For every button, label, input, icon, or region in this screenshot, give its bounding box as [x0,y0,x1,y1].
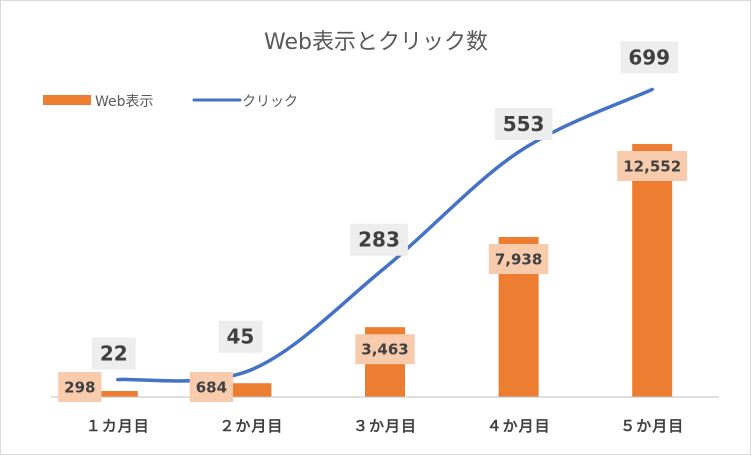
data-label-web: 7,938 [488,244,549,275]
data-label-box [218,320,263,353]
chart-title: Web表示とクリック数 [264,30,488,55]
data-label-box [488,244,549,275]
data-label-web-text: 3,463 [361,341,408,359]
x-tick-label: ４か月目 [487,417,551,435]
data-label-click-text: 45 [226,325,254,349]
data-label-box [617,151,688,181]
data-label-click-text: 283 [358,228,400,252]
data-label-box [494,108,553,140]
legend: Web表示 クリック [43,94,298,110]
x-tick-label: ２か月目 [219,417,283,435]
x-tick-label: １カ月目 [86,417,150,435]
data-label-web: 298 [58,372,102,402]
data-label-box [189,372,234,402]
data-label-box [350,223,408,256]
data-label-click: 45 [218,320,263,353]
data-label-box [58,372,102,402]
legend-label-click: クリック [242,94,298,110]
data-label-web: 12,552 [617,151,688,181]
data-label-click: 283 [350,223,408,256]
plot-area: １カ月目 ２か月目 ３か月目 ４か月目 ５か月目 298 684 3,463 7,938 12,5… [51,41,719,435]
x-tick-label: ３か月目 [353,417,417,435]
x-tick-label: ５か月目 [620,417,684,435]
data-label-web: 684 [189,372,234,402]
data-label-click-text: 22 [100,342,128,366]
legend-label-web: Web表示 [95,94,154,110]
data-label-web: 3,463 [355,334,415,365]
data-label-click: 22 [91,337,136,370]
data-label-web-text: 298 [64,379,95,397]
legend-swatch-web [43,95,91,105]
data-label-web-text: 12,552 [623,158,681,176]
bar-web [97,390,138,397]
data-label-box [355,334,415,365]
data-label-click-text: 699 [628,45,670,69]
data-label-web-text: 684 [196,379,227,397]
data-label-click: 699 [620,41,679,74]
data-label-click-text: 553 [503,112,545,136]
data-label-box [91,337,136,370]
bar-web [231,383,272,397]
data-label-click: 553 [494,108,553,140]
bar-web [632,144,673,397]
data-label-web-text: 7,938 [495,251,542,269]
data-label-box [620,41,679,74]
